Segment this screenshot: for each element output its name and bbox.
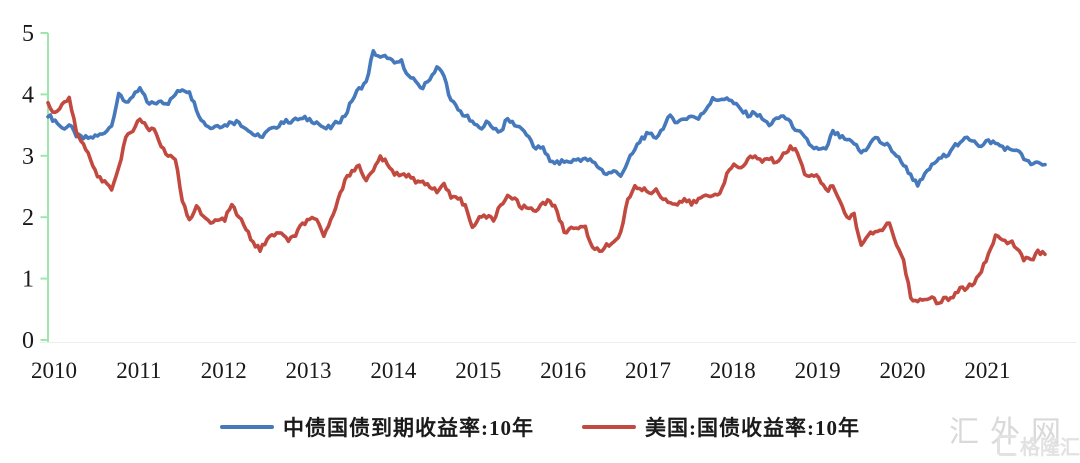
legend-label-china: 中债国债到期收益率:10年 xyxy=(283,416,534,440)
x-tick-label: 2019 xyxy=(795,358,841,383)
chart-legend: 中债国债到期收益率:10年 美国:国债收益率:10年 xyxy=(0,411,1080,443)
y-tick-label: 2 xyxy=(22,205,34,231)
watermark-logo: 格隆汇 xyxy=(997,431,1080,460)
x-tick-label: 2021 xyxy=(964,358,1010,383)
legend-label-us: 美国:国债收益率:10年 xyxy=(645,416,860,440)
x-tick-label: 2018 xyxy=(710,358,756,383)
legend-line-swatch-china xyxy=(220,425,274,429)
x-tick-label: 2015 xyxy=(455,358,501,383)
series-line-china-10y xyxy=(46,49,1047,188)
x-tick-label: 2020 xyxy=(880,358,926,383)
x-tick-label: 2017 xyxy=(625,358,671,383)
watermark-site-text: 汇外网 xyxy=(949,416,1072,449)
x-tick-label: 2011 xyxy=(116,358,161,383)
watermark-logo-text: 格隆汇 xyxy=(1020,437,1080,459)
gelonghui-logo-icon xyxy=(997,435,1018,456)
plot-area: 0 1 2 3 4 5 2010 2011 2012 2013 2014 2015 2016 2017 20… xyxy=(22,21,1076,383)
x-tick-label: 2013 xyxy=(286,358,332,383)
y-tick-label: 3 xyxy=(22,144,34,170)
y-tick-label: 4 xyxy=(22,82,34,108)
x-tick-label: 2010 xyxy=(31,358,77,383)
series-line-us-10y xyxy=(46,95,1047,306)
legend-line-swatch-us xyxy=(582,425,636,429)
y-tick-label: 0 xyxy=(22,328,34,354)
legend-item-china: 中债国债到期收益率:10年 xyxy=(220,412,534,442)
x-tick-label: 2012 xyxy=(201,358,247,383)
y-tick-label: 5 xyxy=(22,21,34,47)
legend-item-us: 美国:国债收益率:10年 xyxy=(582,412,860,442)
y-tick-label: 1 xyxy=(22,267,34,293)
x-tick-label: 2016 xyxy=(540,358,586,383)
x-tick-label: 2014 xyxy=(370,358,417,383)
